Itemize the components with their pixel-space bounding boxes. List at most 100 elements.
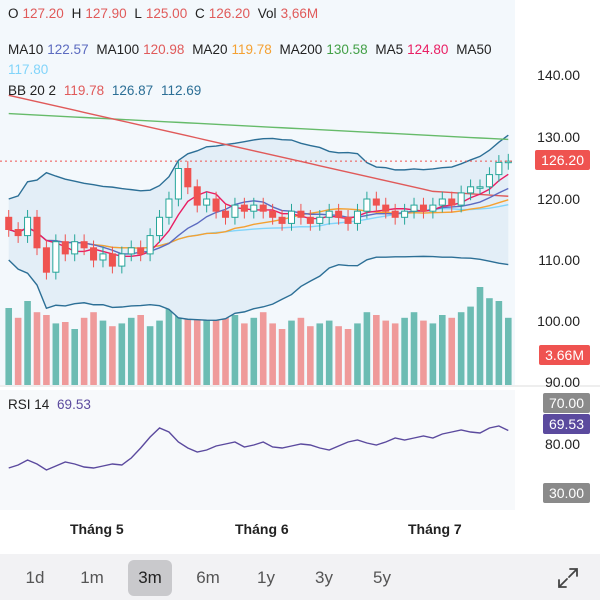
candle-body <box>33 216 41 249</box>
volume-bar <box>118 323 126 385</box>
range-button-3m[interactable]: 3m <box>128 560 172 596</box>
volume-bar <box>5 308 13 385</box>
candle-body <box>52 241 60 273</box>
volume-bar <box>33 312 41 385</box>
ma200-line <box>8 112 509 141</box>
volume-bar <box>420 320 427 385</box>
volume-bar <box>222 312 229 385</box>
candle-body <box>193 186 201 206</box>
volume-bar <box>24 301 31 385</box>
candle-body <box>269 210 277 218</box>
price-tick-90: 90.00 <box>544 374 580 390</box>
price-tick-120: 120.00 <box>537 191 580 207</box>
candle-body <box>401 210 409 218</box>
bollinger-band-fill <box>8 135 509 321</box>
volume-bar <box>175 287 182 385</box>
candle-body <box>108 253 116 267</box>
ma-line: MA10 122.57 MA100 120.98 MA20 119.78 MA200 1… <box>8 42 495 57</box>
bollinger-lower-line <box>8 255 509 321</box>
candle-body <box>457 192 465 206</box>
volume-bar <box>241 323 248 385</box>
volume-tag: 3.66M <box>539 345 590 365</box>
candle-body <box>174 168 182 200</box>
volume-bar <box>269 323 276 385</box>
volume-bar <box>71 329 78 385</box>
candle-body <box>259 204 267 212</box>
rsi-label: RSI 14 <box>8 397 50 412</box>
volume-bar <box>250 317 258 385</box>
ma50-line: 117.80 <box>8 62 52 77</box>
volume-bar <box>363 312 371 385</box>
volume-bar <box>52 323 60 385</box>
volume-bar <box>146 326 154 385</box>
candle-body <box>372 198 380 206</box>
volume-bar <box>288 320 295 385</box>
volume-bar <box>391 323 399 385</box>
volume-bar <box>486 298 493 385</box>
ma5-value: 124.80 <box>407 42 449 57</box>
range-button-1y[interactable]: 1y <box>257 568 275 587</box>
ma100-line <box>8 94 509 197</box>
volume-bar <box>80 317 88 385</box>
range-button-5y[interactable]: 5y <box>373 568 391 587</box>
candle-body <box>212 198 220 212</box>
candle-body <box>476 186 484 189</box>
candle-body <box>382 204 390 212</box>
candle-body <box>495 161 503 176</box>
ma20-label: MA20 <box>192 42 228 57</box>
range-selector-bar <box>0 554 600 600</box>
high-value: 127.90 <box>85 6 127 21</box>
volume-bar <box>344 329 352 385</box>
candle-body <box>325 210 333 218</box>
high-label: H <box>71 6 82 21</box>
range-button-1d[interactable]: 1d <box>25 568 45 587</box>
open-label: O <box>8 6 19 21</box>
volume-label: Vol <box>257 6 277 21</box>
rsi-tick-80: 80.00 <box>544 436 580 452</box>
volume-bar <box>184 306 192 385</box>
candle-body <box>146 235 154 255</box>
candle-body <box>297 210 305 218</box>
chart-canvas[interactable] <box>0 0 600 515</box>
candle-body <box>14 229 22 237</box>
candle-body <box>165 198 173 218</box>
expand-icon[interactable] <box>556 566 580 590</box>
volume-bar <box>307 326 314 385</box>
candle-body <box>504 160 512 164</box>
bb-line: BB 20 2 119.78 126.87 112.69 <box>8 83 205 98</box>
range-button-3y[interactable]: 3y <box>315 568 333 587</box>
candle-body <box>335 210 343 218</box>
volume-bar <box>61 322 69 385</box>
ohlc-line: O 127.20 H 127.90 L 125.00 C 126.20 Vol 3,66M <box>8 6 322 21</box>
candle-body <box>118 253 126 267</box>
candle-body <box>24 216 32 237</box>
ma100-value: 120.98 <box>143 42 185 57</box>
rsi-value: 69.53 <box>57 397 91 412</box>
volume-bar <box>165 301 173 385</box>
stock-chart[interactable] <box>0 0 600 515</box>
volume-bar <box>325 320 333 385</box>
low-value: 125.00 <box>145 6 188 21</box>
candle-body <box>156 216 164 237</box>
rsi-level-30-tag: 30.00 <box>542 483 590 503</box>
rsi-line: RSI 14 69.53 <box>8 397 95 412</box>
candle-body <box>203 198 211 206</box>
candle-body <box>344 216 352 224</box>
volume-bar <box>467 306 474 385</box>
low-label: L <box>134 6 142 21</box>
volume-bar <box>14 317 22 385</box>
candle-body <box>250 204 258 212</box>
bb-lower-value: 119.78 <box>63 83 105 98</box>
volume-bar <box>382 320 390 385</box>
candle-body <box>184 168 192 188</box>
range-button-1m[interactable]: 1m <box>80 568 104 587</box>
volume-bar <box>354 323 361 385</box>
volume-bar <box>127 317 135 385</box>
range-button-6m[interactable]: 6m <box>196 568 220 587</box>
ma200-value: 130.58 <box>326 42 368 57</box>
bb-upper-value: 126.87 <box>111 83 154 98</box>
volume-bar <box>429 323 437 385</box>
candle-body <box>137 247 145 255</box>
volume-bar <box>90 312 97 385</box>
volume-bar <box>316 323 324 385</box>
